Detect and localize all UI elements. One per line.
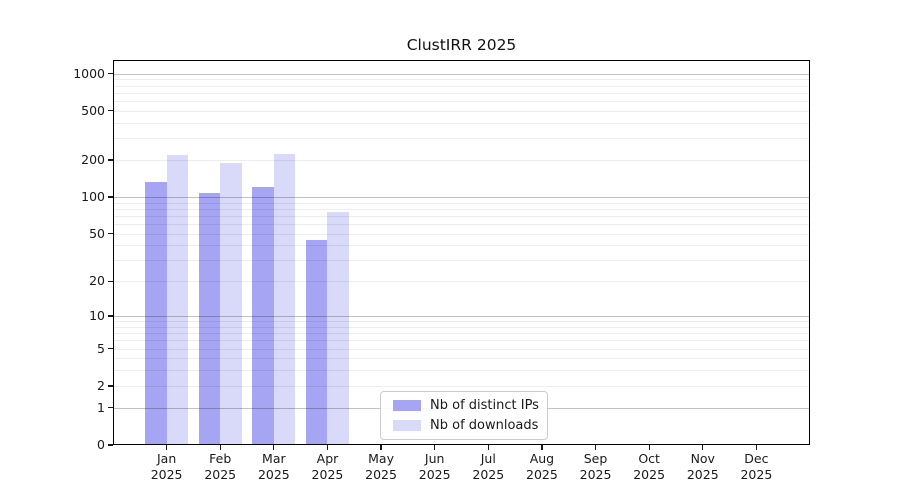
x-tick-apr-2025 [326,445,329,450]
x-tick-sep-2025 [594,445,597,450]
x-tick-oct-2025 [648,445,650,450]
gridline-minor-3 [113,370,810,372]
y-tick-label-5: 5 [97,340,105,356]
gridline-minor-20 [113,281,810,283]
x-tick-label-feb-2025: Feb 2025 [204,450,237,483]
x-tick-label-jun-2025: Jun 2025 [418,450,451,483]
x-tick-label-nov-2025: Nov 2025 [686,450,719,483]
y-tick-500 [107,110,113,112]
x-tick-label-may-2025: May 2025 [365,450,397,483]
x-tick-label-dec-2025: Dec 2025 [740,450,773,483]
gridline-major-1000 [113,73,810,75]
x-tick-label-oct-2025: Oct 2025 [633,450,666,483]
gridline-major-10 [113,316,810,318]
y-tick-label-2: 2 [97,377,105,393]
gridline-minor-40 [113,245,810,247]
y-tick-50 [107,232,113,235]
x-tick-label-aug-2025: Aug 2025 [526,450,558,483]
x-tick-label-jul-2025: Jul 2025 [472,450,505,483]
y-tick-200 [107,159,113,161]
legend-swatch-distinct-ips [393,400,421,411]
gridline-minor-900 [113,79,810,81]
gridline-minor-50 [113,233,810,235]
legend-item-distinct-ips: Nb of distinct IPs [393,398,539,413]
legend-label-distinct-ips: Nb of distinct IPs [430,398,539,413]
plot-area: 0 1 2 5 10 20 50 100 200 500 1000 Jan 2025 Feb 2025 Mar… [73,59,810,482]
y-tick-label-1: 1 [97,399,105,415]
y-tick-1 [107,407,113,409]
x-tick-mar-2025 [273,445,275,450]
gridline-minor-300 [113,138,810,140]
y-tick-0 [107,444,113,446]
bar-nb-of-downloads-apr-2025 [327,212,349,445]
gridline-minor-6 [113,340,810,342]
gridline-minor-60 [113,224,810,225]
gridline-major-100 [113,196,810,198]
gridline-minor-70 [113,215,810,217]
gridline-minor-30 [113,260,810,262]
bar-nb-of-downloads-mar-2025 [273,154,296,445]
bar-nb-of-distinct-ips-feb-2025 [198,192,221,445]
legend-label-downloads: Nb of downloads [430,418,539,433]
x-tick-label-mar-2025: Mar 2025 [257,450,290,483]
y-tick-1000 [107,72,113,75]
gridline-minor-700 [113,92,810,94]
gridline-minor-5 [113,348,810,350]
x-tick-label-sep-2025: Sep 2025 [579,450,612,483]
bar-nb-of-distinct-ips-jan-2025 [145,181,167,445]
legend-swatch-downloads [393,420,421,431]
y-tick-label-20: 20 [89,273,105,289]
y-tick-2 [107,385,113,387]
gridline-minor-600 [113,101,810,103]
y-tick-label-10: 10 [89,308,105,324]
x-tick-feb-2025 [219,445,221,450]
x-tick-nov-2025 [702,445,704,450]
y-tick-label-100: 100 [81,188,105,204]
gridline-minor-90 [113,202,810,204]
x-tick-dec-2025 [755,445,758,450]
y-tick-label-0: 0 [97,437,105,452]
bar-nb-of-distinct-ips-mar-2025 [252,186,274,445]
gridline-minor-80 [113,208,810,210]
legend-item-downloads: Nb of downloads [393,418,539,433]
chart-title: ClustIRR 2025 [406,36,517,54]
gridline-minor-500 [113,110,810,112]
y-tick-label-50: 50 [89,225,105,241]
gridline-minor-200 [113,159,810,161]
y-tick-10 [107,315,113,317]
bar-nb-of-downloads-feb-2025 [220,163,242,445]
x-tick-jul-2025 [487,445,489,450]
gridline-minor-800 [113,85,810,87]
y-tick-20 [107,280,113,282]
legend: Nb of distinct IPs Nb of downloads [380,391,548,440]
y-tick-label-200: 200 [81,151,105,167]
gridline-minor-400 [113,122,810,124]
gridline-minor-7 [113,333,810,335]
x-tick-may-2025 [380,445,382,450]
x-tick-jan-2025 [165,445,168,450]
x-tick-aug-2025 [541,445,543,450]
y-tick-5 [107,348,113,350]
y-tick-label-500: 500 [81,102,105,118]
gridline-minor-4 [113,358,810,360]
y-tick-label-1000: 1000 [73,65,105,81]
y-tick-100 [107,196,113,198]
gridline-minor-9 [113,321,810,323]
x-tick-label-apr-2025: Apr 2025 [311,450,344,483]
gridline-minor-8 [113,326,810,328]
bar-nb-of-distinct-ips-apr-2025 [305,240,328,445]
bar-nb-of-downloads-jan-2025 [166,155,189,445]
x-tick-jun-2025 [434,445,436,450]
gridline-minor-2 [113,385,810,387]
x-tick-label-jan-2025: Jan 2025 [150,450,183,483]
